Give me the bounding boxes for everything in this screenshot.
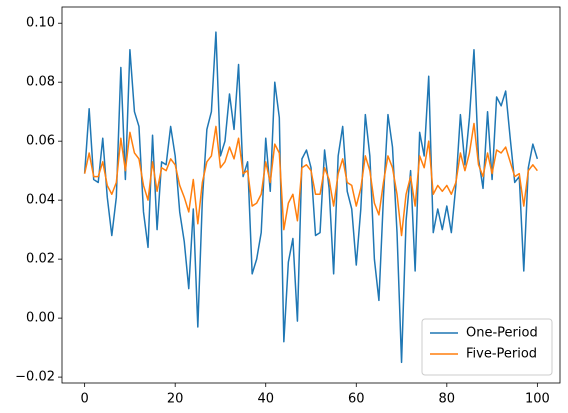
- series-line: [83, 122, 538, 237]
- legend: One-Period Five-Period: [421, 318, 553, 376]
- y-tick-label: 0.06: [26, 134, 55, 149]
- legend-label: Five-Period: [466, 347, 537, 362]
- series-line: [83, 31, 539, 364]
- x-tick-label: 100: [525, 392, 550, 407]
- x-tick-label: 0: [80, 392, 88, 407]
- y-tick-label: 0.04: [26, 193, 55, 208]
- x-tick-label: 20: [167, 392, 184, 407]
- x-tick-label: 60: [348, 392, 365, 407]
- y-tick-label: 0.10: [26, 16, 55, 31]
- y-tick-label: 0.00: [26, 311, 55, 326]
- x-tick-label: 80: [439, 392, 456, 407]
- y-tick-label: 0.02: [26, 252, 55, 267]
- x-tick-label: 40: [257, 392, 274, 407]
- legend-label: One-Period: [466, 326, 538, 341]
- plot-frame: [61, 6, 561, 384]
- y-tick-label: 0.08: [26, 75, 55, 90]
- y-tick-label: −0.02: [15, 370, 55, 385]
